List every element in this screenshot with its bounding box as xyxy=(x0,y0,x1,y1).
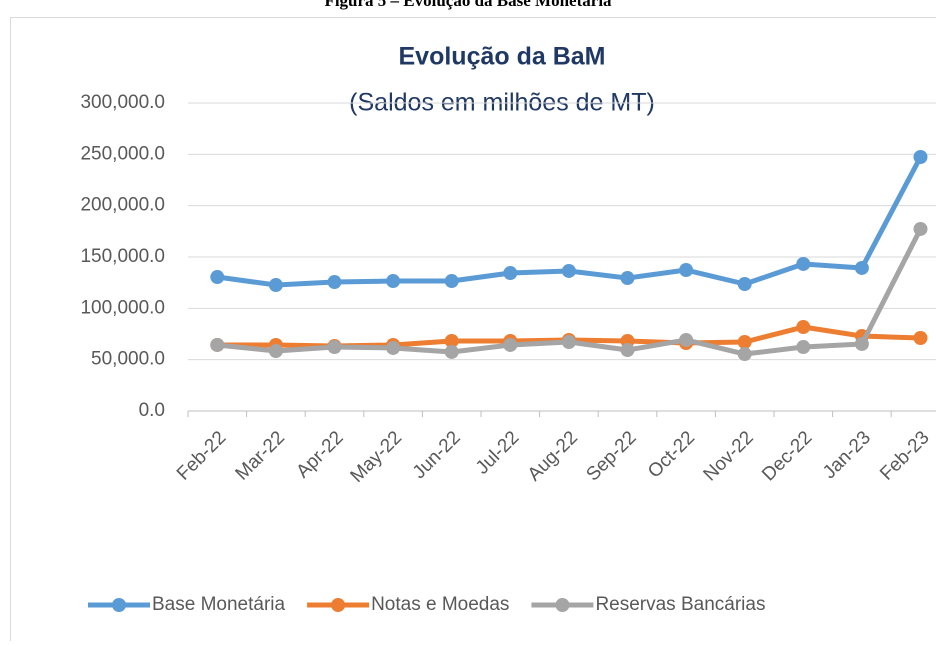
x-tick-label: Sep-22 xyxy=(582,427,640,485)
data-point xyxy=(738,277,752,291)
x-tick-label: Aug-22 xyxy=(524,427,582,485)
x-tick-label: Jul-22 xyxy=(472,427,523,478)
data-point xyxy=(855,261,869,275)
data-point xyxy=(328,340,342,354)
data-point xyxy=(621,343,635,357)
data-point xyxy=(562,335,576,349)
data-point xyxy=(796,320,810,334)
legend-label: Reservas Bancárias xyxy=(595,594,765,615)
data-point xyxy=(210,270,224,284)
x-tick-label: Feb-22 xyxy=(173,427,230,484)
data-point xyxy=(738,335,752,349)
data-point xyxy=(679,333,693,347)
data-point xyxy=(914,150,928,164)
data-point xyxy=(562,264,576,278)
data-point xyxy=(386,341,400,355)
x-tick-label: Jan-23 xyxy=(819,427,875,483)
y-tick-label: 0.0 xyxy=(139,400,165,421)
x-tick-label: Oct-22 xyxy=(644,427,699,482)
data-point xyxy=(855,337,869,351)
data-point xyxy=(445,345,459,359)
legend-marker xyxy=(331,598,345,612)
legend-marker xyxy=(112,598,126,612)
y-tick-label: 300,000.0 xyxy=(80,92,165,113)
y-tick-label: 150,000.0 xyxy=(80,246,165,267)
data-point xyxy=(796,340,810,354)
data-point xyxy=(796,257,810,271)
figure-caption: Figura 5 – Evolução da Base Monetária xyxy=(324,0,612,10)
x-tick-label: Apr-22 xyxy=(292,427,347,482)
x-tick-label: Dec-22 xyxy=(758,427,816,485)
data-point xyxy=(328,275,342,289)
y-tick-label: 50,000.0 xyxy=(91,349,165,370)
data-point xyxy=(386,274,400,288)
data-point xyxy=(503,266,517,280)
data-point xyxy=(738,347,752,361)
y-tick-label: 100,000.0 xyxy=(80,297,165,318)
data-point xyxy=(914,222,928,236)
y-tick-label: 200,000.0 xyxy=(80,195,165,216)
legend-label: Base Monetária xyxy=(152,594,286,615)
data-point xyxy=(914,331,928,345)
x-tick-label: Jun-22 xyxy=(409,427,465,483)
x-tick-label: May-22 xyxy=(347,427,407,487)
data-point xyxy=(269,344,283,358)
legend-marker xyxy=(555,598,569,612)
data-point xyxy=(679,263,693,277)
data-point xyxy=(621,271,635,285)
x-tick-label: Mar-22 xyxy=(232,427,289,484)
x-tick-label: Nov-22 xyxy=(700,427,758,485)
data-point xyxy=(269,278,283,292)
data-point xyxy=(210,338,224,352)
y-tick-label: 250,000.0 xyxy=(80,143,165,164)
x-tick-label: Feb-23 xyxy=(876,427,933,484)
data-point xyxy=(445,274,459,288)
data-point xyxy=(503,338,517,352)
chart-title: Evolução da BaM xyxy=(399,43,606,71)
legend-label: Notas e Moedas xyxy=(371,594,509,615)
